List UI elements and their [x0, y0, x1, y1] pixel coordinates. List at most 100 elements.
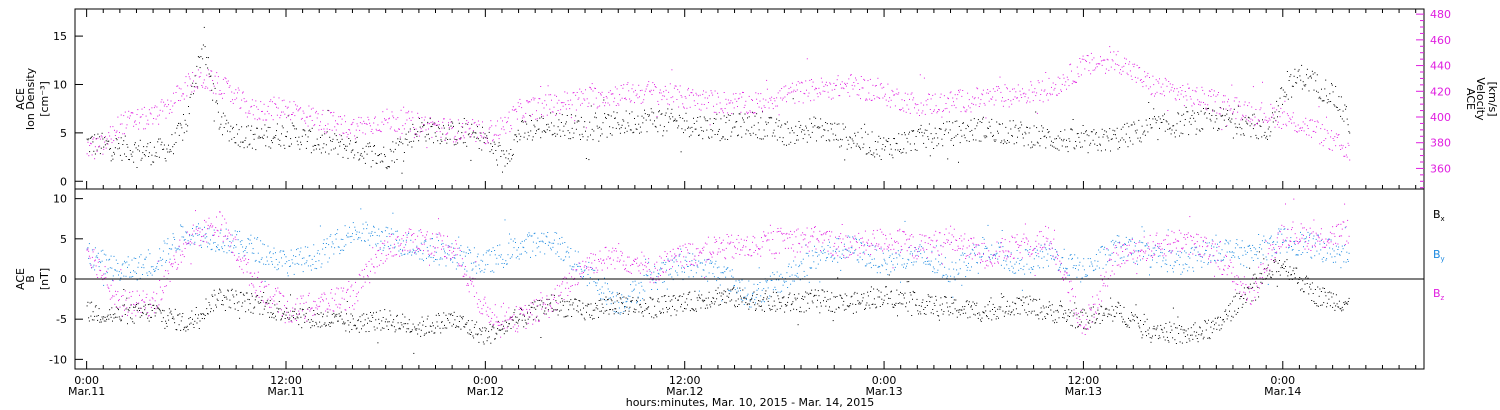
velocity-point [359, 122, 361, 124]
velocity-point [1111, 59, 1113, 61]
density-point [240, 141, 242, 143]
velocity-point [1145, 85, 1147, 87]
velocity-point [987, 89, 989, 91]
density-point [424, 136, 426, 138]
density-point [948, 121, 950, 123]
velocity-point [687, 89, 689, 91]
velocity-point [1262, 121, 1264, 123]
density-point [101, 132, 103, 134]
bx-point [753, 291, 755, 293]
velocity-point [1183, 105, 1185, 107]
bx-point [346, 313, 347, 315]
bx-point [1055, 310, 1057, 312]
velocity-point [1018, 100, 1020, 102]
density-point [1132, 143, 1134, 145]
velocity-point [548, 94, 550, 96]
density-point [614, 117, 616, 119]
velocity-point [104, 141, 106, 143]
velocity-point [690, 92, 692, 94]
velocity-point [152, 123, 154, 125]
velocity-point [198, 76, 200, 78]
density-point [1184, 119, 1186, 120]
density-point [1012, 135, 1013, 137]
bx-point [562, 300, 564, 302]
bx-point [443, 312, 445, 314]
velocity-point [673, 101, 675, 103]
velocity-point [990, 98, 992, 100]
bx-point [1140, 331, 1142, 333]
velocity-point [708, 102, 709, 103]
density-point [183, 132, 185, 134]
bx-point [784, 304, 786, 305]
velocity-point [1162, 83, 1164, 85]
bx-point [871, 304, 873, 305]
bx-point [1117, 301, 1119, 303]
bx-point [367, 317, 369, 319]
by-point [212, 234, 214, 236]
density-point [683, 120, 685, 122]
bx-point [437, 325, 439, 327]
velocity-point [1312, 130, 1314, 132]
bx-point [640, 306, 642, 308]
velocity-point [1346, 156, 1348, 158]
bx-point [1008, 310, 1010, 312]
velocity-point [1267, 121, 1268, 123]
velocity-point [415, 128, 417, 130]
density-point [1233, 108, 1235, 110]
velocity-point [1203, 102, 1204, 103]
velocity-point [796, 84, 797, 86]
velocity-point [1101, 64, 1103, 66]
density-point [856, 143, 858, 145]
bx-point [139, 316, 141, 318]
bx-point [435, 314, 437, 316]
velocity-point [496, 134, 498, 136]
density-point [736, 121, 738, 122]
density-point [985, 135, 987, 137]
bx-point [1246, 287, 1248, 289]
bx-point [1077, 325, 1079, 327]
bx-point [1095, 319, 1097, 321]
density-point [949, 129, 951, 131]
velocity-point [355, 129, 357, 131]
velocity-point [318, 129, 320, 131]
velocity-point [376, 130, 378, 132]
density-point [1141, 125, 1143, 127]
bx-point [1064, 310, 1066, 311]
density-point [96, 149, 98, 151]
density-point [294, 128, 296, 130]
bx-point [593, 318, 595, 319]
density-point [501, 150, 503, 152]
by-point [88, 243, 90, 245]
bx-point [470, 331, 472, 333]
velocity-point [806, 89, 807, 91]
density-point [420, 131, 422, 132]
density-point [851, 138, 853, 140]
bx-point [221, 304, 223, 305]
velocity-point [722, 112, 724, 114]
bx-point [1042, 305, 1044, 307]
velocity-point [124, 133, 125, 135]
bx-point [1193, 324, 1195, 326]
velocity-point [1042, 101, 1044, 103]
bx-point [1237, 307, 1239, 309]
velocity-point [533, 99, 535, 101]
velocity-point [1239, 105, 1241, 107]
bx-point [509, 316, 511, 318]
velocity-point [1246, 118, 1248, 120]
bx-point [736, 291, 738, 293]
density-point [1251, 123, 1253, 125]
density-point [1236, 133, 1238, 135]
velocity-point [511, 109, 513, 111]
density-point [1213, 110, 1215, 112]
velocity-point [816, 93, 818, 95]
velocity-point [217, 82, 218, 84]
density-point [130, 153, 132, 155]
bx-point [465, 324, 467, 325]
bx-point [669, 307, 670, 309]
density-point [975, 139, 977, 141]
density-point [566, 115, 568, 116]
velocity-point [515, 108, 517, 110]
density-point [1017, 128, 1019, 130]
bx-point [628, 310, 630, 312]
density-point [532, 136, 534, 138]
